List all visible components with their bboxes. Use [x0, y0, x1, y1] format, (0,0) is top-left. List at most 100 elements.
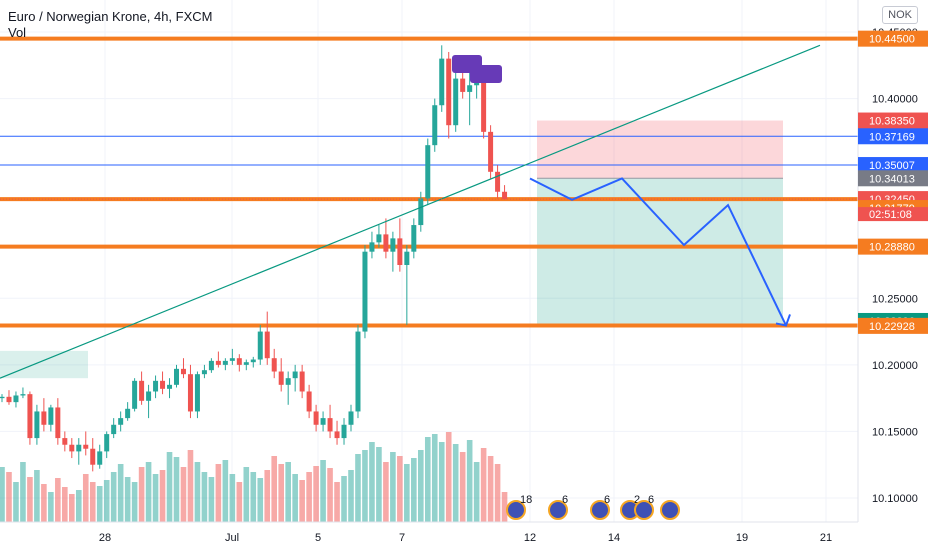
projection-arrow-head[interactable]: [775, 314, 791, 327]
candle-body: [125, 408, 131, 419]
take-profit-zone[interactable]: [537, 178, 783, 326]
candle-body: [174, 368, 179, 385]
event-badge-icon[interactable]: [506, 500, 526, 520]
candle-body: [194, 374, 200, 412]
candle-body: [139, 380, 145, 401]
drawings[interactable]: 18 6 6 2 6: [0, 44, 858, 520]
volume-bar: [320, 460, 326, 522]
volume-bar: [327, 468, 333, 522]
candle-body: [69, 444, 75, 452]
time-tick-label: Jul: [225, 532, 239, 544]
volume-bar: [278, 464, 284, 522]
event-badge-icon[interactable]: [634, 500, 654, 520]
volume-bar: [459, 452, 466, 522]
volume-bar: [411, 458, 417, 522]
volume-bar: [201, 472, 208, 522]
candle-body: [236, 358, 242, 365]
volume-bar: [152, 474, 159, 522]
volume-bar: [48, 492, 54, 522]
currency-button[interactable]: NOK: [882, 6, 918, 24]
candle-body: [376, 234, 382, 243]
candle-body: [34, 411, 40, 439]
volume-bar: [229, 474, 236, 522]
price-tick-label: 10.25000: [872, 293, 918, 305]
countdown-badge: [858, 207, 928, 222]
volume-bar: [41, 484, 47, 522]
candle-body: [222, 360, 228, 365]
volume-bar: [27, 477, 33, 522]
volume-bar: [208, 477, 215, 522]
price-label-text: 10.22928: [869, 321, 915, 333]
candle-body: [292, 371, 298, 379]
projection-path[interactable]: [529, 177, 787, 326]
time-axis[interactable]: 28 Jul 5 7 12 14 19 21: [0, 521, 858, 544]
candle-body: [13, 395, 19, 403]
price-label-badge[interactable]: [858, 128, 928, 145]
candle-body: [48, 407, 54, 425]
price-label-badge[interactable]: [858, 317, 928, 334]
event-badge-icon[interactable]: [548, 500, 568, 520]
candle-body: [6, 396, 12, 403]
candle-body: [432, 105, 438, 146]
candle-body: [320, 418, 326, 425]
candle-body: [27, 394, 33, 439]
volume-bar: [424, 437, 431, 522]
volume-bar: [466, 440, 473, 522]
candle-body: [502, 191, 508, 200]
candle-body: [327, 418, 333, 432]
candle-body: [404, 251, 410, 265]
trendline[interactable]: [0, 44, 821, 379]
volume-bar: [341, 476, 347, 522]
chart-title: Euro / Norwegian Krone, 4h, FXCM: [8, 9, 213, 24]
candle-body: [83, 444, 89, 449]
price-label-badge[interactable]: [858, 112, 928, 129]
price-label-badge[interactable]: [858, 157, 928, 174]
volume-bar: [334, 482, 340, 522]
price-label-badge[interactable]: [858, 238, 928, 255]
volume-bar: [306, 472, 312, 522]
short-position-zones[interactable]: [0, 120, 783, 379]
candle-body: [243, 362, 249, 365]
candle-body: [187, 374, 193, 412]
price-label-badge[interactable]: [858, 170, 928, 187]
candle-body: [383, 234, 389, 252]
price-axis-bg: [858, 0, 932, 522]
candle-body: [306, 391, 312, 412]
candle-body: [411, 225, 417, 252]
candle-body: [229, 358, 235, 361]
candle-body: [76, 444, 82, 452]
volume-bar: [473, 462, 480, 522]
candle-body: [488, 131, 494, 172]
price-label-text: 10.28880: [869, 242, 915, 254]
stop-loss-zone[interactable]: [537, 120, 783, 179]
volume-bar: [159, 470, 166, 522]
volume-bar: [222, 460, 229, 522]
volume-bar: [480, 448, 487, 522]
price-axis[interactable]: 10.4500010.4000010.2500010.2000010.15000…: [857, 0, 932, 522]
volume-bar: [431, 434, 438, 522]
event-badge-icon[interactable]: [660, 500, 680, 520]
candle-body: [0, 396, 5, 399]
candle-body: [132, 380, 138, 409]
volume-bar: [355, 454, 361, 522]
volume-bar: [390, 452, 396, 522]
volume-bar: [0, 467, 5, 522]
candle-body: [257, 331, 263, 360]
price-label-badge[interactable]: [858, 30, 928, 47]
event-badge-count: 6: [648, 494, 654, 506]
time-tick-label: 14: [608, 532, 620, 544]
time-tick-label: 5: [315, 532, 321, 544]
candle-body: [215, 360, 221, 365]
volume-bar: [313, 466, 319, 522]
price-label-text: 10.38350: [869, 116, 915, 128]
horizontal-levels[interactable]: [0, 36, 858, 328]
peak-label-2[interactable]: [470, 65, 502, 83]
candle-body: [97, 451, 103, 465]
volume-bar: [131, 482, 138, 522]
event-badge-icon[interactable]: [590, 500, 610, 520]
volume-bar: [369, 442, 375, 522]
volume-bar: [376, 447, 382, 522]
volume-bar: [20, 462, 26, 522]
candle-body: [425, 145, 431, 199]
